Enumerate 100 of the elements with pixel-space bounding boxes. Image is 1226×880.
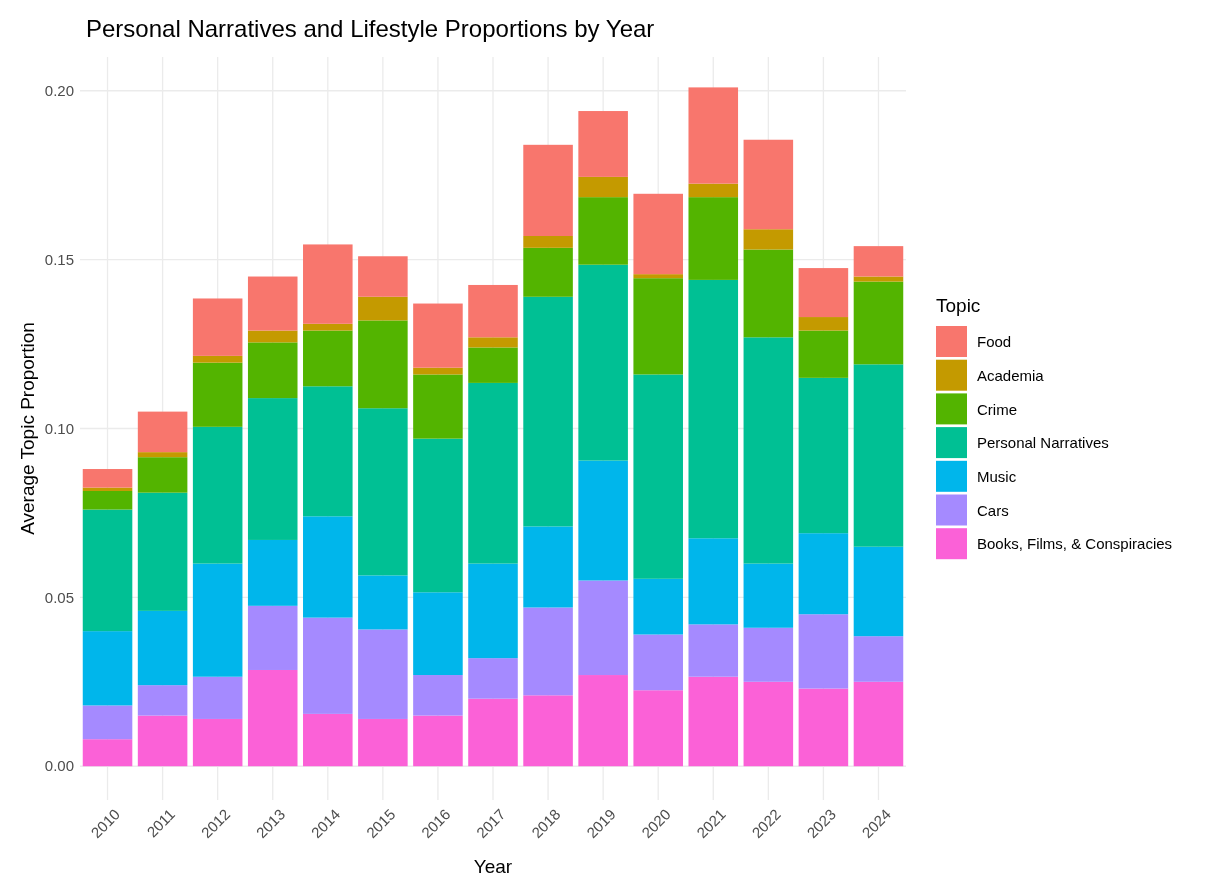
bar xyxy=(578,460,628,581)
bar xyxy=(358,629,408,719)
bar xyxy=(413,374,463,439)
bar xyxy=(303,713,353,767)
bar xyxy=(82,509,133,632)
bar xyxy=(688,676,739,767)
bar xyxy=(82,739,133,767)
bar xyxy=(853,636,904,682)
bar xyxy=(633,690,683,767)
bar xyxy=(192,298,243,356)
bar xyxy=(688,624,739,677)
bar xyxy=(688,279,739,539)
bar xyxy=(82,705,133,740)
bar xyxy=(578,675,628,767)
bar xyxy=(137,715,188,767)
bar xyxy=(303,330,353,387)
bar xyxy=(192,718,243,767)
bar xyxy=(192,355,243,363)
y-tick-label: 0.15 xyxy=(44,250,74,268)
legend-label: Cars xyxy=(977,501,1009,519)
bar xyxy=(798,330,849,378)
bar xyxy=(798,317,849,331)
bar xyxy=(633,193,683,275)
bar xyxy=(688,538,739,625)
bar xyxy=(247,330,298,343)
legend-label: Crime xyxy=(977,400,1017,418)
bar xyxy=(137,411,188,453)
legend-label: Books, Films, & Conspiracies xyxy=(977,535,1173,553)
bar xyxy=(578,580,628,676)
bar xyxy=(192,426,243,564)
bar xyxy=(247,276,298,331)
bar xyxy=(303,617,353,714)
bar xyxy=(82,631,133,706)
bar xyxy=(413,303,463,368)
bar xyxy=(743,563,794,628)
bar xyxy=(633,278,683,375)
bar xyxy=(743,249,794,338)
bar xyxy=(413,675,463,716)
bar xyxy=(853,681,904,767)
bar xyxy=(743,681,794,767)
bar xyxy=(247,342,298,399)
legend-title: Topic xyxy=(936,295,981,316)
bar xyxy=(358,718,408,767)
bar xyxy=(413,592,463,676)
bar xyxy=(358,320,408,409)
bar xyxy=(468,347,518,383)
bar xyxy=(688,197,739,280)
bar xyxy=(633,274,683,279)
bar xyxy=(743,627,794,682)
bar xyxy=(853,281,904,365)
bar xyxy=(523,526,573,608)
bar xyxy=(82,469,133,488)
y-tick-label: 0.05 xyxy=(44,588,74,606)
legend-label: Food xyxy=(977,333,1012,351)
bar xyxy=(247,398,298,540)
bar xyxy=(413,367,463,375)
bar xyxy=(358,296,408,321)
bar xyxy=(468,658,518,699)
bar xyxy=(137,457,188,493)
bar xyxy=(853,276,904,282)
bar xyxy=(137,492,188,611)
bar xyxy=(468,337,518,348)
bar xyxy=(578,197,628,265)
bar xyxy=(743,229,794,250)
bar xyxy=(358,256,408,297)
bar xyxy=(468,698,518,767)
bar xyxy=(468,563,518,659)
y-tick-label: 0.10 xyxy=(44,419,74,437)
bar xyxy=(247,669,298,767)
bar xyxy=(137,452,188,458)
bar xyxy=(688,87,739,184)
bar xyxy=(413,438,463,593)
x-axis-title: Year xyxy=(473,856,513,877)
bar xyxy=(853,246,904,277)
bar xyxy=(853,546,904,637)
bar xyxy=(578,111,628,177)
bar xyxy=(523,607,573,696)
bar xyxy=(523,695,573,767)
bar xyxy=(303,516,353,618)
bar xyxy=(798,533,849,615)
bar xyxy=(523,296,573,527)
chart-title: Personal Narratives and Lifestyle Proportions by Year xyxy=(86,15,655,42)
bar xyxy=(247,539,298,606)
bar xyxy=(82,490,133,510)
bar xyxy=(743,337,794,564)
bar xyxy=(633,578,683,635)
bar xyxy=(633,634,683,691)
bar xyxy=(688,183,739,198)
bar xyxy=(578,264,628,461)
bar xyxy=(468,284,518,338)
bar xyxy=(798,268,849,318)
bar xyxy=(137,685,188,716)
bar xyxy=(192,362,243,427)
bar xyxy=(578,176,628,198)
y-tick-label: 0.00 xyxy=(44,757,74,775)
bar xyxy=(523,144,573,236)
bar xyxy=(192,563,243,677)
bar xyxy=(247,605,298,670)
bar xyxy=(137,610,188,686)
bar xyxy=(523,236,573,248)
